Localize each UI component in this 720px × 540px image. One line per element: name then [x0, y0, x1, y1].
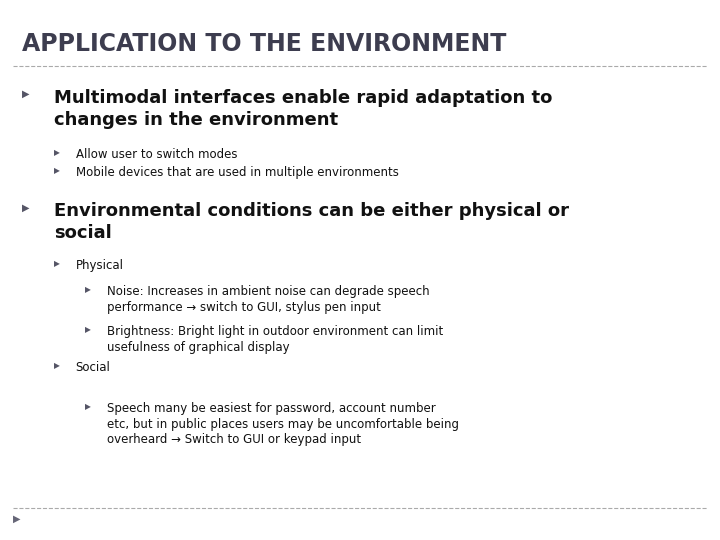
Text: ▶: ▶ [85, 285, 91, 294]
Text: ▶: ▶ [54, 166, 60, 176]
Text: ▶: ▶ [13, 514, 20, 524]
Text: ▶: ▶ [54, 148, 60, 158]
Text: ▶: ▶ [85, 402, 91, 411]
Text: APPLICATION TO THE ENVIRONMENT: APPLICATION TO THE ENVIRONMENT [22, 32, 506, 56]
Text: Physical: Physical [76, 259, 124, 272]
Text: Environmental conditions can be either physical or
social: Environmental conditions can be either p… [54, 202, 569, 242]
Text: ▶: ▶ [22, 89, 29, 99]
Text: Noise: Increases in ambient noise can degrade speech
performance → switch to GUI: Noise: Increases in ambient noise can de… [107, 285, 429, 314]
Text: ▶: ▶ [54, 259, 60, 268]
Text: Allow user to switch modes: Allow user to switch modes [76, 148, 237, 161]
Text: Multimodal interfaces enable rapid adaptation to
changes in the environment: Multimodal interfaces enable rapid adapt… [54, 89, 552, 129]
Text: Brightness: Bright light in outdoor environment can limit
usefulness of graphica: Brightness: Bright light in outdoor envi… [107, 325, 443, 354]
Text: Speech many be easiest for password, account number
etc, but in public places us: Speech many be easiest for password, acc… [107, 402, 459, 446]
Text: Mobile devices that are used in multiple environments: Mobile devices that are used in multiple… [76, 166, 398, 179]
Text: ▶: ▶ [22, 202, 29, 213]
Text: ▶: ▶ [54, 361, 60, 370]
Text: ▶: ▶ [85, 325, 91, 334]
Text: Social: Social [76, 361, 110, 374]
